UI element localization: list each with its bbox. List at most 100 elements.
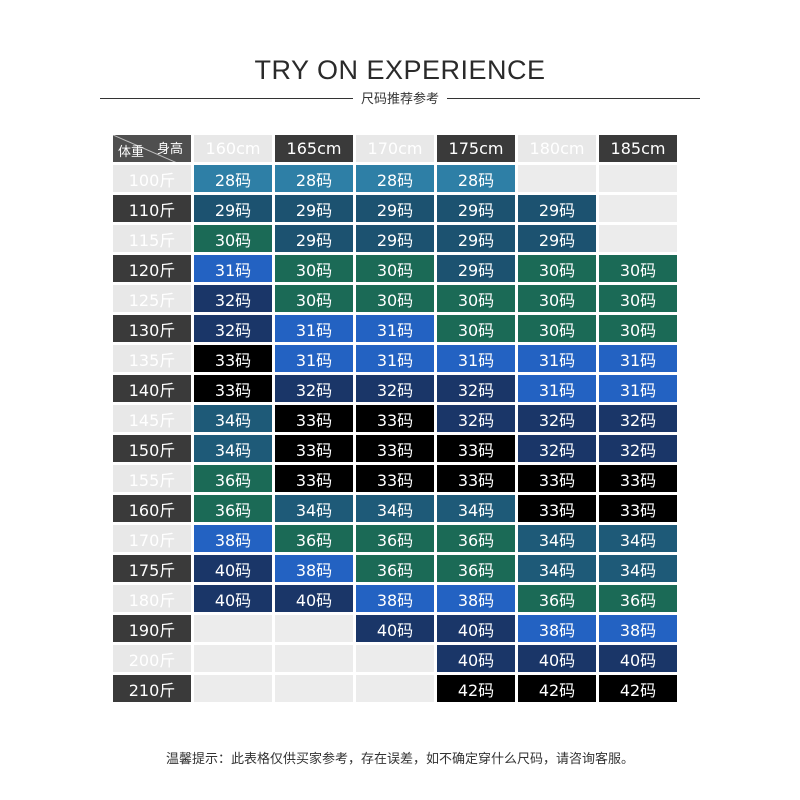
size-cell: 42码 (437, 675, 515, 702)
size-cell: 29码 (194, 195, 272, 222)
size-cell: 32码 (194, 285, 272, 312)
size-cell: 31码 (356, 345, 434, 372)
size-cell: 30码 (356, 285, 434, 312)
page-title: TRY ON EXPERIENCE (254, 55, 546, 85)
size-cell: 30码 (599, 285, 677, 312)
size-cell: 38码 (599, 615, 677, 642)
weight-label-cell: 150斤 (113, 435, 191, 462)
size-cell: 30码 (437, 285, 515, 312)
height-axis-label: 身高 (156, 142, 183, 157)
size-cell: 33码 (275, 405, 353, 432)
table-row: 130斤 32码 31码 31码 30码 30码 30码 (113, 315, 677, 342)
size-cell: 31码 (275, 315, 353, 342)
height-header-row: 身高 体重 160cm 165cm 170cm 175cm 180cm 185cm (113, 135, 677, 162)
weight-axis-label: 体重 (118, 145, 145, 160)
size-cell: 38码 (437, 585, 515, 612)
size-cell: 30码 (194, 225, 272, 252)
size-cell: 30码 (518, 255, 596, 282)
size-cell: 34码 (194, 435, 272, 462)
subtitle-divider: 尺码推荐参考 (100, 88, 700, 108)
size-cell: 34码 (275, 495, 353, 522)
footer-note: 温馨提示：此表格仅供买家参考，存在误差，如不确定穿什么尺码，请咨询客服。 (165, 752, 634, 767)
weight-label-cell: 125斤 (113, 285, 191, 312)
size-cell: 32码 (437, 405, 515, 432)
size-cell: 38码 (275, 555, 353, 582)
empty-cell (194, 615, 272, 642)
empty-cell (194, 675, 272, 702)
empty-cell (275, 645, 353, 672)
weight-label-cell: 145斤 (113, 405, 191, 432)
size-cell: 40码 (275, 585, 353, 612)
size-cell: 36码 (599, 585, 677, 612)
weight-label-cell: 170斤 (113, 525, 191, 552)
table-row: 175斤 40码 38码 36码 36码 34码 34码 (113, 555, 677, 582)
empty-cell (275, 675, 353, 702)
subtitle: 尺码推荐参考 (352, 88, 448, 107)
size-cell: 33码 (518, 495, 596, 522)
weight-label-cell: 160斤 (113, 495, 191, 522)
size-cell: 31码 (599, 345, 677, 372)
size-cell: 31码 (194, 255, 272, 282)
size-cell: 33码 (437, 465, 515, 492)
table-row: 170斤 38码 36码 36码 36码 34码 34码 (113, 525, 677, 552)
weight-label-cell: 135斤 (113, 345, 191, 372)
size-cell: 32码 (518, 405, 596, 432)
height-header-cell: 160cm (194, 135, 272, 162)
weight-label-cell: 180斤 (113, 585, 191, 612)
table-row: 190斤 40码 40码 38码 38码 (113, 615, 677, 642)
size-cell: 40码 (437, 645, 515, 672)
size-cell: 42码 (599, 675, 677, 702)
table-row: 125斤 32码 30码 30码 30码 30码 30码 (113, 285, 677, 312)
weight-label-cell: 140斤 (113, 375, 191, 402)
size-cell: 38码 (194, 525, 272, 552)
size-cell: 29码 (275, 195, 353, 222)
size-cell: 31码 (599, 375, 677, 402)
size-cell: 34码 (518, 525, 596, 552)
size-cell: 30码 (437, 315, 515, 342)
size-cell: 40码 (437, 615, 515, 642)
size-cell: 33码 (437, 435, 515, 462)
size-cell: 29码 (437, 225, 515, 252)
size-cell: 33码 (275, 435, 353, 462)
size-cell: 30码 (518, 285, 596, 312)
size-cell: 33码 (356, 405, 434, 432)
table-row: 155斤 36码 33码 33码 33码 33码 33码 (113, 465, 677, 492)
size-cell: 33码 (194, 375, 272, 402)
weight-label-cell: 155斤 (113, 465, 191, 492)
size-cell: 32码 (356, 375, 434, 402)
weight-label-cell: 100斤 (113, 165, 191, 192)
size-cell: 29码 (518, 225, 596, 252)
empty-cell (599, 225, 677, 252)
size-cell: 34码 (437, 495, 515, 522)
size-cell: 36码 (437, 525, 515, 552)
table-row: 210斤 42码 42码 42码 (113, 675, 677, 702)
size-cell: 30码 (599, 255, 677, 282)
size-table: 身高 体重 160cm 165cm 170cm 175cm 180cm 185cm 100… (110, 132, 680, 705)
size-cell: 29码 (356, 195, 434, 222)
size-cell: 32码 (437, 375, 515, 402)
size-cell: 36码 (194, 495, 272, 522)
height-header-cell: 170cm (356, 135, 434, 162)
size-cell: 33码 (599, 465, 677, 492)
size-cell: 29码 (356, 225, 434, 252)
size-cell: 31码 (275, 345, 353, 372)
empty-cell (356, 645, 434, 672)
weight-label-cell: 175斤 (113, 555, 191, 582)
size-cell: 36码 (275, 525, 353, 552)
weight-label-cell: 115斤 (113, 225, 191, 252)
size-table-body: 100斤 28码 28码 28码 28码 110斤 29码 29码 29码 29码 29码 115斤 3… (113, 165, 677, 702)
size-cell: 34码 (356, 495, 434, 522)
size-cell: 36码 (356, 525, 434, 552)
corner-cell: 身高 体重 (113, 135, 191, 162)
weight-label-cell: 200斤 (113, 645, 191, 672)
size-cell: 33码 (356, 465, 434, 492)
size-cell: 36码 (518, 585, 596, 612)
size-cell: 32码 (275, 375, 353, 402)
height-header-cell: 175cm (437, 135, 515, 162)
size-cell: 38码 (518, 615, 596, 642)
size-cell: 28码 (356, 165, 434, 192)
size-cell: 31码 (437, 345, 515, 372)
empty-cell (599, 165, 677, 192)
size-cell: 29码 (437, 255, 515, 282)
size-cell: 32码 (194, 315, 272, 342)
